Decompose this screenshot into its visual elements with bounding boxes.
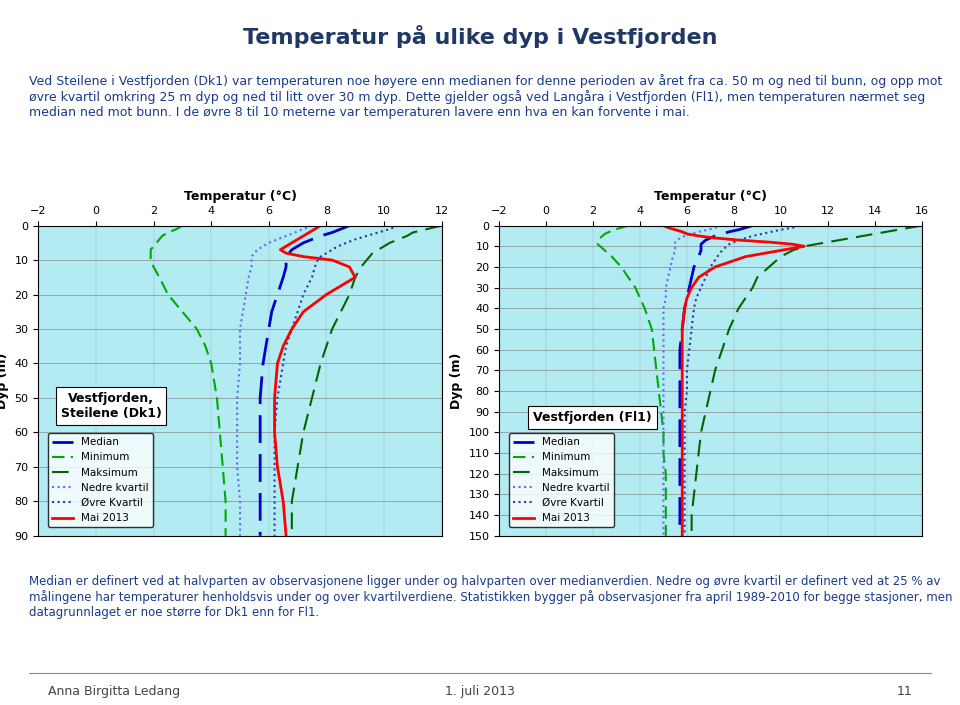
Legend: Median, Minimum, Maksimum, Nedre kvartil, Øvre Kvartil, Mai 2013: Median, Minimum, Maksimum, Nedre kvartil…: [509, 433, 613, 527]
Text: 1. juli 2013: 1. juli 2013: [445, 685, 515, 698]
Text: Vestfjorden,
Steilene (Dk1): Vestfjorden, Steilene (Dk1): [60, 391, 161, 419]
Text: Median er definert ved at halvparten av observasjonene ligger under og halvparte: Median er definert ved at halvparten av …: [29, 575, 952, 619]
Y-axis label: Dyp (m): Dyp (m): [450, 352, 463, 409]
Text: Ved Steilene i Vestfjorden (Dk1) var temperaturen noe høyere enn medianen for de: Ved Steilene i Vestfjorden (Dk1) var tem…: [29, 74, 942, 119]
Text: 11: 11: [897, 685, 912, 698]
X-axis label: Temperatur (°C): Temperatur (°C): [654, 190, 767, 203]
Text: Anna Birgitta Ledang: Anna Birgitta Ledang: [48, 685, 180, 698]
Text: Vestfjorden (Fl1): Vestfjorden (Fl1): [533, 412, 652, 424]
Legend: Median, Minimum, Maksimum, Nedre kvartil, Øvre Kvartil, Mai 2013: Median, Minimum, Maksimum, Nedre kvartil…: [48, 433, 153, 527]
Text: Temperatur på ulike dyp i Vestfjorden: Temperatur på ulike dyp i Vestfjorden: [243, 25, 717, 48]
X-axis label: Temperatur (°C): Temperatur (°C): [183, 190, 297, 203]
Y-axis label: Dyp (m): Dyp (m): [0, 352, 9, 409]
